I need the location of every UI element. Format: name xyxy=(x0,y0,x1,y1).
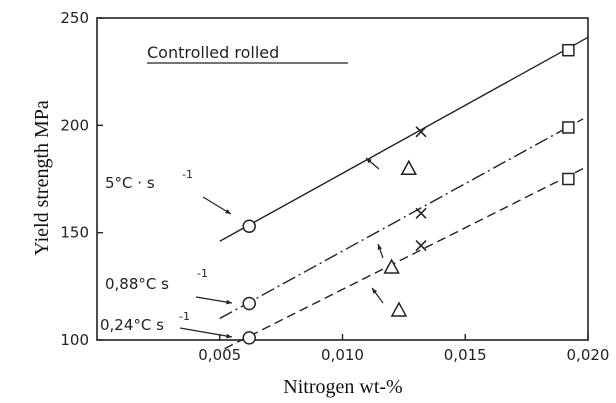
x-tick-label: 0,020 xyxy=(567,346,610,364)
callout-arrow-5-head xyxy=(225,209,231,214)
series-label-088: 0,88°C s -1 xyxy=(105,267,208,293)
circle-marker xyxy=(242,296,256,311)
y-tick-label: 150 xyxy=(60,224,89,242)
square-marker xyxy=(562,43,575,57)
callout-arrow-088 xyxy=(195,296,233,304)
callout-arrow-088-head xyxy=(226,299,232,305)
x-tick-label: 0,015 xyxy=(444,346,487,364)
series-line-0 xyxy=(219,36,589,242)
series-label-024-exponent: -1 xyxy=(179,310,190,323)
square-marker xyxy=(562,121,575,134)
plot-frame xyxy=(96,17,589,341)
series-label-088-text: 0,88°C s xyxy=(105,275,169,293)
callout-arrow-triangle-middle-head xyxy=(377,244,383,250)
callout-arrow-triangle-upper-head xyxy=(366,158,372,164)
series-label-5-exponent: -1 xyxy=(182,168,193,181)
series-label-024: 0,24°C s -1 xyxy=(100,310,190,334)
x-tick-label: 0,005 xyxy=(198,346,241,364)
y-axis-title: Yield strength MPa xyxy=(31,100,53,256)
series-label-088-exponent: -1 xyxy=(197,267,208,280)
callout-arrow-triangle-lower-head xyxy=(372,288,378,294)
circle-marker xyxy=(242,331,256,345)
triangle-marker xyxy=(400,159,418,176)
cross-marker xyxy=(415,126,427,138)
y-tick-label: 250 xyxy=(60,9,89,27)
x-tick-label: 0,010 xyxy=(321,346,364,364)
series-label-5-text: 5°C · s xyxy=(105,174,155,192)
cross-marker xyxy=(415,207,427,219)
y-tick-label: 200 xyxy=(60,116,89,134)
chart-title: Controlled rolled xyxy=(147,43,279,62)
series-label-024-text: 0,24°C s xyxy=(100,316,164,334)
square-marker xyxy=(562,172,575,186)
triangle-marker xyxy=(383,258,400,274)
callout-arrow-024-head xyxy=(226,333,232,339)
callout-arrow-024 xyxy=(179,327,233,338)
y-tick-label: 100 xyxy=(60,331,89,349)
circle-marker xyxy=(242,219,256,233)
cross-marker xyxy=(415,239,427,252)
series-line-1 xyxy=(219,118,584,320)
triangle-marker xyxy=(390,301,408,317)
series-line-2 xyxy=(224,165,589,350)
x-axis-title: Nitrogen wt-% xyxy=(283,376,402,398)
series-label-5: 5°C · s -1 xyxy=(105,168,193,192)
